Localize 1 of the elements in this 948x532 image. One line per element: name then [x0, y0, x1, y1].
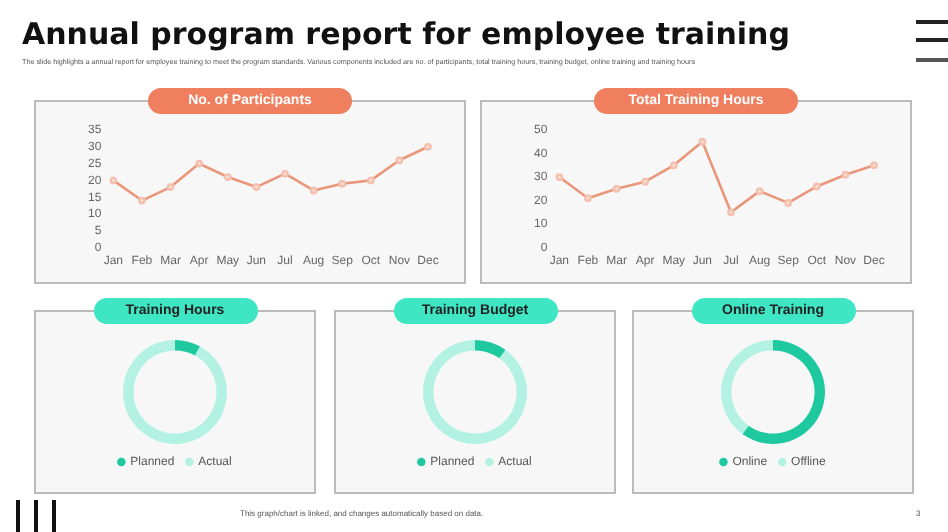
text: Annual program report for employee training [22, 16, 790, 52]
